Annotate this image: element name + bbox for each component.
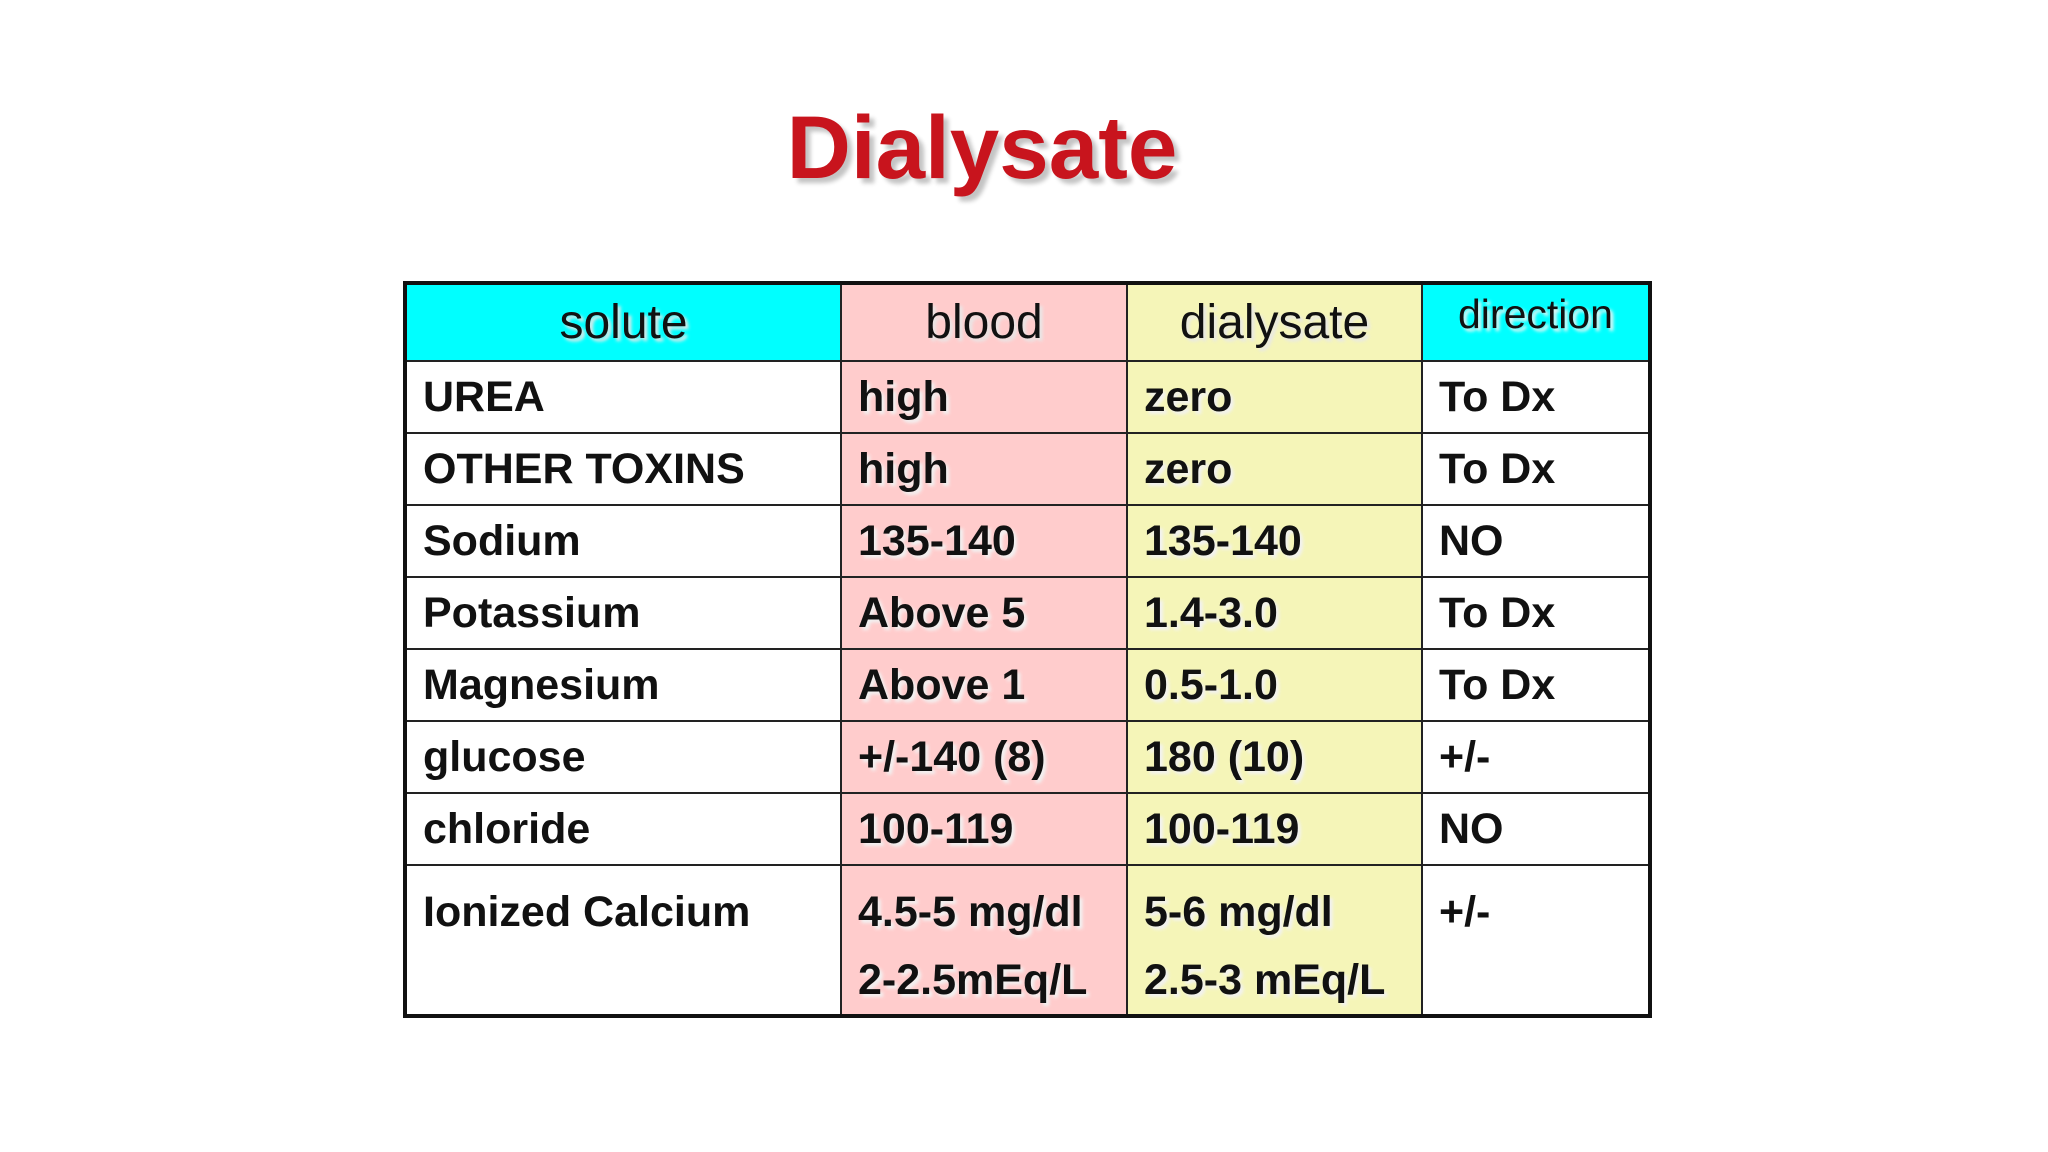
cell-direction: +/- <box>1421 864 1651 1017</box>
cell-dialysate: 180 (10) <box>1126 720 1423 794</box>
table-row: Ionized Calcium 4.5-5 mg/dl 2-2.5mEq/L 5… <box>404 864 1651 1017</box>
cell-blood: 135-140 <box>840 504 1128 578</box>
cell-solute: Sodium <box>404 504 842 578</box>
table-row: Potassium Above 5 1.4-3.0 To Dx <box>404 576 1651 650</box>
table-row: chloride 100-119 100-119 NO <box>404 792 1651 866</box>
slide-title: Dialysate <box>786 97 1178 197</box>
cell-solute: chloride <box>404 792 842 866</box>
table-row: glucose +/-140 (8) 180 (10) +/- <box>404 720 1651 794</box>
cell-direction: To Dx <box>1421 576 1651 650</box>
cell-solute: Ionized Calcium <box>404 864 842 1017</box>
cell-blood: high <box>840 360 1128 434</box>
table-header-row: solute blood dialysate direction <box>404 282 1651 362</box>
cell-dialysate: zero <box>1126 360 1423 434</box>
table-row: OTHER TOXINS high zero To Dx <box>404 432 1651 506</box>
cell-direction: NO <box>1421 792 1651 866</box>
cell-direction: To Dx <box>1421 432 1651 506</box>
cell-direction: To Dx <box>1421 360 1651 434</box>
cell-blood: 4.5-5 mg/dl 2-2.5mEq/L <box>840 864 1128 1017</box>
cell-direction: NO <box>1421 504 1651 578</box>
cell-dialysate: 0.5-1.0 <box>1126 648 1423 722</box>
header-direction: direction <box>1421 282 1651 362</box>
dialysate-table: solute blood dialysate direction UREA hi… <box>403 281 1652 1018</box>
cell-solute: glucose <box>404 720 842 794</box>
cell-solute: UREA <box>404 360 842 434</box>
cell-solute: Potassium <box>404 576 842 650</box>
cell-dialysate: 100-119 <box>1126 792 1423 866</box>
cell-direction: +/- <box>1421 720 1651 794</box>
cell-dialysate: 1.4-3.0 <box>1126 576 1423 650</box>
cell-blood: 100-119 <box>840 792 1128 866</box>
header-blood: blood <box>840 282 1128 362</box>
table-row: Magnesium Above 1 0.5-1.0 To Dx <box>404 648 1651 722</box>
blood-value-meql: 2-2.5mEq/L <box>858 956 1088 1004</box>
cell-blood: Above 1 <box>840 648 1128 722</box>
header-solute: solute <box>404 282 842 362</box>
cell-dialysate: 5-6 mg/dl 2.5-3 mEq/L <box>1126 864 1423 1017</box>
cell-solute: Magnesium <box>404 648 842 722</box>
cell-solute: OTHER TOXINS <box>404 432 842 506</box>
table-row: Sodium 135-140 135-140 NO <box>404 504 1651 578</box>
dialysate-value-meql: 2.5-3 mEq/L <box>1144 956 1386 1004</box>
table-row: UREA high zero To Dx <box>404 360 1651 434</box>
header-dialysate: dialysate <box>1126 282 1423 362</box>
dialysate-value-mgdl: 5-6 mg/dl <box>1144 888 1333 936</box>
cell-dialysate: zero <box>1126 432 1423 506</box>
cell-dialysate: 135-140 <box>1126 504 1423 578</box>
cell-direction: To Dx <box>1421 648 1651 722</box>
cell-blood: Above 5 <box>840 576 1128 650</box>
cell-blood: +/-140 (8) <box>840 720 1128 794</box>
cell-blood: high <box>840 432 1128 506</box>
blood-value-mgdl: 4.5-5 mg/dl <box>858 888 1083 936</box>
